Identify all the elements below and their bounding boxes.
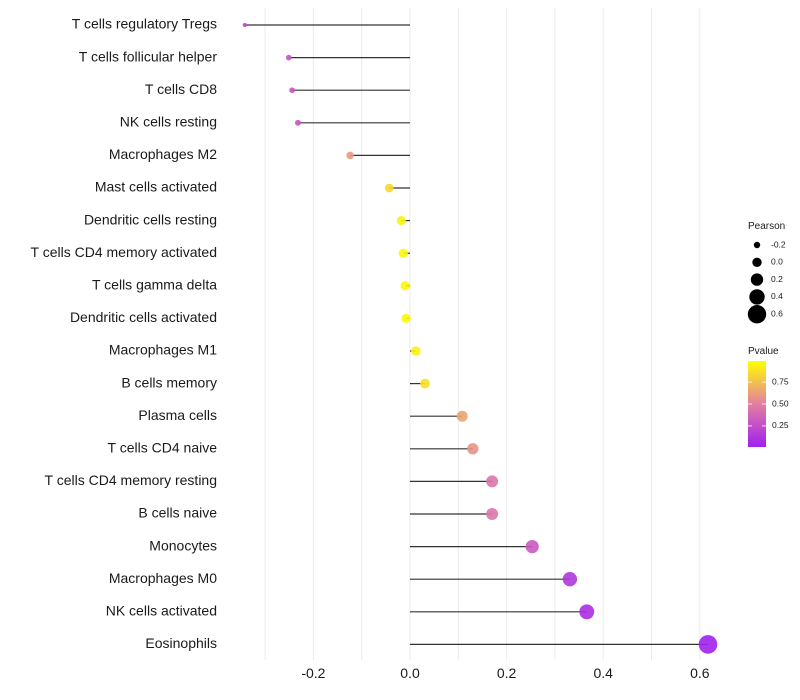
category-label: T cells CD4 memory activated bbox=[31, 244, 217, 260]
lollipop-point bbox=[398, 248, 408, 258]
lollipop-point bbox=[456, 410, 468, 422]
category-label: Mast cells activated bbox=[95, 179, 217, 195]
lollipop-point bbox=[384, 183, 394, 193]
category-label: Macrophages M1 bbox=[109, 342, 217, 358]
legend-size-key bbox=[747, 305, 767, 324]
legend-color-label: 0.50 bbox=[772, 398, 789, 408]
lollipop-point bbox=[242, 22, 247, 28]
category-label: T cells CD8 bbox=[145, 81, 217, 97]
lollipop-point bbox=[346, 151, 354, 160]
category-label: B cells memory bbox=[121, 374, 217, 390]
legend-size-label: -0.2 bbox=[771, 239, 786, 249]
lollipop-point bbox=[486, 508, 499, 520]
x-tick-label: 0.2 bbox=[497, 665, 517, 681]
category-label: Dendritic cells activated bbox=[70, 309, 217, 325]
lollipop-point bbox=[467, 443, 479, 455]
x-tick-label: 0.4 bbox=[593, 665, 613, 681]
lollipop-point bbox=[486, 475, 499, 488]
legend-size-label: 0.0 bbox=[771, 257, 783, 267]
category-label: Macrophages M2 bbox=[109, 146, 217, 162]
category-label: Dendritic cells resting bbox=[84, 211, 217, 227]
points bbox=[242, 22, 718, 654]
lollipop-point bbox=[579, 604, 595, 620]
x-axis-ticks: -0.2 0.0 0.2 0.4 0.6 bbox=[301, 665, 709, 681]
lollipop-point bbox=[289, 87, 296, 94]
legend-color-label: 0.75 bbox=[772, 376, 789, 386]
x-tick-label: 0.6 bbox=[690, 665, 710, 681]
lollipop-point bbox=[396, 216, 406, 226]
category-label: Plasma cells bbox=[138, 407, 217, 423]
category-label: NK cells resting bbox=[120, 114, 217, 130]
lollipop-point bbox=[525, 540, 539, 554]
legend: Pearson -0.2 0.0 0.2 0.4 0.6 Pvalue 0.75 0.50… bbox=[747, 221, 789, 447]
legend-size-title: Pearson bbox=[748, 221, 785, 232]
category-label: T cells follicular helper bbox=[79, 48, 218, 64]
lollipop-point bbox=[400, 281, 410, 291]
pvalue-colorbar bbox=[748, 361, 766, 447]
legend-size-key bbox=[749, 289, 765, 305]
lollipop-point bbox=[294, 119, 301, 126]
legend-size-key bbox=[753, 241, 761, 249]
stems bbox=[244, 24, 709, 646]
legend-size-key bbox=[752, 257, 762, 267]
category-label: B cells naive bbox=[138, 505, 217, 521]
lollipop-point bbox=[420, 378, 430, 389]
legend-size-label: 0.2 bbox=[771, 274, 783, 284]
grid-layer bbox=[264, 8, 701, 660]
legend-color-title: Pvalue bbox=[748, 346, 779, 357]
lollipop-point bbox=[698, 635, 718, 654]
x-tick-label: 0.0 bbox=[400, 665, 420, 681]
lollipop-point bbox=[285, 54, 292, 61]
category-label: T cells regulatory Tregs bbox=[72, 16, 217, 32]
legend-size-label: 0.4 bbox=[771, 291, 783, 301]
legend-size-label: 0.6 bbox=[771, 308, 783, 318]
y-axis-labels: T cells regulatory Tregs T cells follicul… bbox=[31, 16, 218, 651]
legend-size-key bbox=[750, 273, 764, 286]
x-tick-label: -0.2 bbox=[301, 665, 325, 681]
lollipop-point bbox=[411, 346, 421, 356]
lollipop-point bbox=[562, 572, 578, 587]
category-label: Eosinophils bbox=[145, 635, 217, 651]
category-label: T cells CD4 naive bbox=[108, 440, 218, 456]
category-label: T cells CD4 memory resting bbox=[45, 472, 217, 488]
lollipop-point bbox=[401, 313, 411, 324]
legend-color-label: 0.25 bbox=[772, 420, 789, 430]
category-label: Monocytes bbox=[149, 537, 217, 553]
category-label: T cells gamma delta bbox=[92, 277, 217, 293]
category-label: Macrophages M0 bbox=[109, 570, 217, 586]
category-label: NK cells activated bbox=[106, 603, 217, 619]
